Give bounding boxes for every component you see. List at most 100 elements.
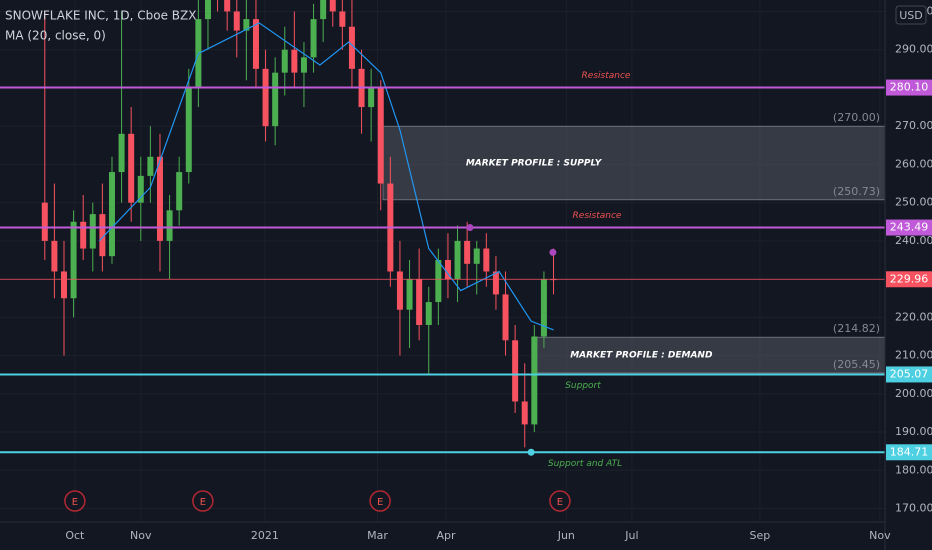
price-label-box bbox=[886, 271, 932, 288]
candle-body bbox=[233, 11, 240, 31]
earnings-label: E bbox=[377, 497, 383, 508]
candle-body bbox=[252, 19, 259, 69]
candle-body bbox=[377, 87, 384, 184]
moving-average bbox=[98, 22, 554, 331]
candle-body bbox=[368, 87, 375, 108]
price-label-box bbox=[886, 366, 932, 383]
candle-body bbox=[224, 0, 231, 12]
y-tick-label: 180.00 bbox=[895, 463, 932, 476]
candle-body bbox=[310, 19, 317, 58]
y-tick-label: 200.00 bbox=[895, 387, 932, 400]
x-tick-label: 2021 bbox=[251, 529, 279, 542]
candle-body bbox=[80, 221, 87, 249]
currency[interactable]: USD bbox=[899, 9, 923, 22]
zone-label: MARKET PROFILE : DEMAND bbox=[570, 351, 713, 361]
x-tick-label: Mar bbox=[367, 529, 388, 542]
candle-body bbox=[444, 260, 451, 280]
zone-bottom-label: (205.45) bbox=[833, 358, 880, 371]
x-tick-label: Jul bbox=[624, 529, 638, 542]
candle-body bbox=[156, 156, 163, 241]
candle-body bbox=[118, 133, 125, 173]
x-tick-label: Nov bbox=[869, 529, 891, 542]
candle-body bbox=[41, 202, 48, 241]
candle-body bbox=[60, 271, 67, 299]
candle-body bbox=[416, 279, 423, 325]
y-tick-label: 240.00 bbox=[895, 234, 932, 247]
candle-body bbox=[272, 72, 279, 127]
indicator-legend: MA (20, close, 0) bbox=[5, 29, 106, 43]
candle-body bbox=[454, 240, 461, 280]
candle-body bbox=[531, 336, 538, 425]
earnings-label: E bbox=[72, 497, 78, 508]
zone-bottom-label: (250.73) bbox=[833, 185, 880, 198]
candle-body bbox=[540, 279, 547, 337]
y-tick-label: 260.00 bbox=[895, 157, 932, 170]
x-tick-label: Apr bbox=[437, 529, 457, 542]
price-label-box bbox=[886, 79, 932, 96]
point-marker bbox=[527, 448, 535, 456]
candle-body bbox=[243, 19, 250, 31]
price-label: 184.71 bbox=[890, 445, 929, 458]
y-tick-label: 270.00 bbox=[895, 119, 932, 132]
level-annotation: Support and ATL bbox=[548, 459, 622, 469]
point-marker bbox=[466, 224, 474, 232]
candle-body bbox=[425, 302, 432, 325]
candle-body bbox=[464, 240, 471, 264]
candle-body bbox=[70, 221, 77, 299]
price-label: 229.96 bbox=[890, 272, 929, 285]
price-label: 280.10 bbox=[890, 81, 929, 94]
candle-body bbox=[99, 214, 106, 257]
candle-body bbox=[348, 26, 355, 69]
candle-body bbox=[108, 172, 115, 257]
y-tick-label: 190.00 bbox=[895, 425, 932, 438]
candle-body bbox=[492, 271, 499, 295]
candle-body bbox=[435, 260, 442, 303]
candle-body bbox=[512, 340, 519, 402]
candle-body bbox=[329, 0, 336, 12]
candle-body bbox=[262, 68, 269, 127]
candle-body bbox=[502, 294, 509, 341]
price-label-box bbox=[886, 219, 932, 236]
earnings-marker bbox=[549, 490, 571, 512]
earnings-label: E bbox=[557, 497, 563, 508]
candle-body bbox=[291, 49, 298, 73]
chart-title: SNOWFLAKE INC, 1D, Cboe BZX bbox=[5, 9, 196, 23]
y-tick-label: 250.00 bbox=[895, 196, 932, 209]
level-annotation: Support bbox=[565, 381, 601, 391]
x-tick-label: Oct bbox=[65, 529, 85, 542]
earnings-marker bbox=[64, 490, 86, 512]
point-marker bbox=[549, 248, 557, 256]
candle-body bbox=[300, 57, 307, 73]
plot-area: MARKET PROFILE : SUPPLY (270.00) (250.73) M… bbox=[0, 0, 885, 512]
price-label: 205.07 bbox=[890, 367, 929, 380]
candle-body bbox=[89, 214, 96, 249]
candle-body bbox=[176, 172, 183, 211]
earnings-marker bbox=[369, 490, 391, 512]
candle-body bbox=[147, 156, 154, 176]
y-tick-label: 210.00 bbox=[895, 349, 932, 362]
candle-body bbox=[396, 271, 403, 310]
axes: 170.00180.00190.00200.00210.00220.00230.… bbox=[65, 4, 932, 542]
candle-body bbox=[128, 133, 135, 203]
currency-box[interactable] bbox=[895, 5, 927, 25]
y-tick-label: 170.00 bbox=[895, 502, 932, 515]
x-tick-label: Nov bbox=[130, 529, 152, 542]
zone bbox=[536, 336, 885, 374]
x-tick-label: Sep bbox=[750, 529, 771, 542]
y-tick-label: 290.00 bbox=[895, 43, 932, 56]
candle-body bbox=[521, 401, 528, 425]
candle-body bbox=[483, 248, 490, 272]
candle-body bbox=[137, 175, 144, 203]
level-annotation: Resistance bbox=[573, 211, 622, 221]
candle-body bbox=[320, 0, 327, 20]
candle-body bbox=[185, 87, 192, 173]
candle-body bbox=[281, 49, 288, 73]
candle-body bbox=[166, 210, 173, 241]
level-annotation: Resistance bbox=[582, 71, 631, 81]
zone-label: MARKET PROFILE : SUPPLY bbox=[466, 159, 603, 169]
price-label-box bbox=[886, 444, 932, 461]
zone bbox=[382, 125, 885, 201]
x-tick-label: Jun bbox=[557, 529, 575, 542]
